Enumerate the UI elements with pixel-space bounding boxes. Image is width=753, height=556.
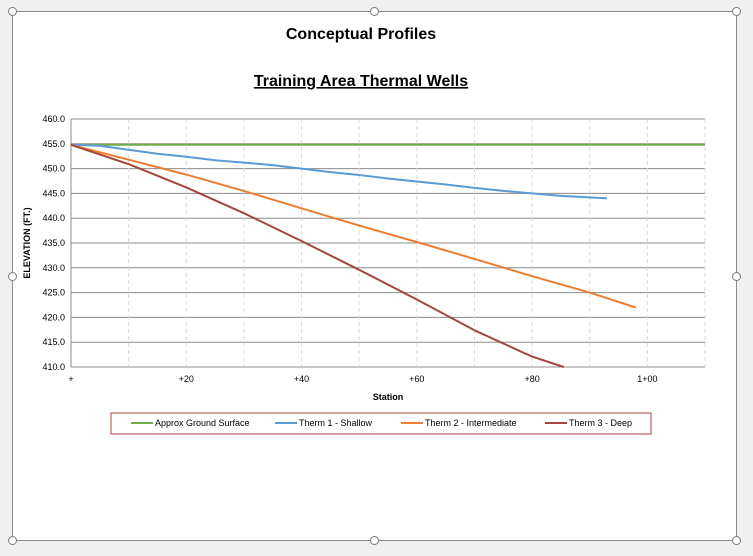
- x-tick-label: +80: [524, 374, 539, 384]
- x-tick-label: +60: [409, 374, 424, 384]
- resize-handle-top[interactable]: [370, 7, 379, 16]
- series-line-2: [70, 143, 608, 200]
- chart-title: Conceptual Profiles: [286, 26, 436, 43]
- chart-subtitle: Training Area Thermal Wells: [254, 73, 468, 90]
- y-axis-label: ELEVATION (FT.): [22, 207, 32, 278]
- y-tick-label: 435.0: [42, 238, 65, 248]
- y-tick-label: 415.0: [42, 337, 65, 347]
- legend-label: Therm 2 - Intermediate: [425, 418, 517, 428]
- legend-items: Approx Ground Surface Therm 1 - Shallow Th…: [131, 418, 632, 428]
- y-tick-label: 450.0: [42, 164, 65, 174]
- y-axis: 460.0 455.0 450.0 445.0 440.0 435.0 430.0 425.0…: [42, 114, 65, 372]
- resize-handle-right[interactable]: [732, 272, 741, 281]
- resize-handle-left[interactable]: [8, 272, 17, 281]
- legend-label: Therm 3 - Deep: [569, 418, 632, 428]
- chart-canvas: Conceptual Profiles Training Area Therma…: [22, 26, 706, 435]
- resize-handle-bottom[interactable]: [370, 536, 379, 545]
- series-line-4: [70, 143, 565, 368]
- grid: [70, 118, 706, 368]
- y-tick-label: 440.0: [42, 213, 65, 223]
- series-line-3: [70, 143, 637, 309]
- y-tick-label: 455.0: [42, 139, 65, 149]
- y-tick-label: 420.0: [42, 312, 65, 322]
- y-tick-label: 410.0: [42, 362, 65, 372]
- x-tick-label: 1+00: [637, 374, 657, 384]
- x-tick-label: +20: [179, 374, 194, 384]
- resize-handle-bottom-left[interactable]: [8, 536, 17, 545]
- resize-handle-bottom-right[interactable]: [732, 536, 741, 545]
- x-tick-label: +: [68, 374, 73, 384]
- y-tick-label: 430.0: [42, 263, 65, 273]
- legend: [110, 412, 652, 435]
- y-tick-label: 425.0: [42, 288, 65, 298]
- series-group: [70, 143, 705, 368]
- y-tick-label: 460.0: [42, 114, 65, 124]
- resize-handle-top-left[interactable]: [8, 7, 17, 16]
- resize-handle-top-right[interactable]: [732, 7, 741, 16]
- x-tick-label: +40: [294, 374, 309, 384]
- y-tick-label: 445.0: [42, 188, 65, 198]
- x-axis: + +20 +40 +60 +80 1+00: [68, 374, 657, 384]
- x-axis-label: Station: [373, 392, 404, 402]
- legend-label: Therm 1 - Shallow: [299, 418, 373, 428]
- chart-area[interactable]: Conceptual Profiles Training Area Therma…: [8, 7, 741, 545]
- legend-label: Approx Ground Surface: [155, 418, 250, 428]
